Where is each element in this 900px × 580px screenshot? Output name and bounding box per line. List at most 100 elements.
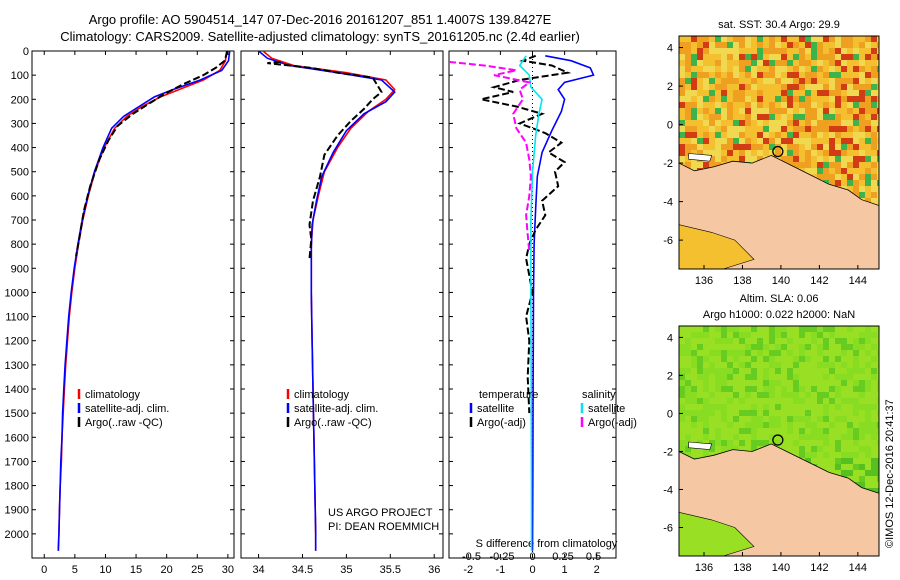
sst-map-cell: [709, 90, 715, 96]
sst-map-cell: [679, 120, 685, 126]
sla-map-cell: [793, 326, 799, 332]
sst-map-cell: [781, 102, 787, 108]
sla-map-cell: [847, 386, 853, 392]
sst-map-cell: [697, 138, 703, 144]
sst-map-cell: [715, 150, 721, 156]
sla-map-cell: [793, 398, 799, 404]
sla-map-cell: [709, 344, 715, 350]
sst-map-cell: [799, 132, 805, 138]
sla-map-cell: [781, 374, 787, 380]
sst-map-cell: [697, 150, 703, 156]
sst-map-cell: [805, 150, 811, 156]
sst-map-y-tick-label: -4: [663, 197, 673, 209]
sla-map-cell: [733, 356, 739, 362]
sla-map-cell: [775, 332, 781, 338]
sla-map-cell: [697, 380, 703, 386]
sst-map-cell: [763, 126, 769, 132]
sla-map-cell: [715, 428, 721, 434]
sla-map-cell: [709, 404, 715, 410]
sst-map-cell: [751, 126, 757, 132]
y-tick-label: 1700: [5, 456, 29, 468]
sla-map-cell: [697, 416, 703, 422]
sst-map-cell: [877, 48, 879, 54]
y-tick-label: 1200: [5, 336, 29, 348]
sla-map-cell: [775, 356, 781, 362]
sla-map-cell: [721, 440, 727, 446]
sst-map-cell: [877, 192, 879, 198]
sla-map-cell: [835, 434, 841, 440]
sla-map-cell: [733, 368, 739, 374]
sst-map-cell: [877, 102, 879, 108]
sst-map-cell: [865, 90, 871, 96]
sla-map-cell: [685, 410, 691, 416]
sla-map-cell: [853, 440, 859, 446]
sla-map-cell: [697, 410, 703, 416]
sla-map-x-tick-label: 140: [772, 562, 790, 574]
legend-title-temperature: temperature: [479, 389, 538, 401]
sst-map-cell: [859, 132, 865, 138]
sla-map-cell: [733, 374, 739, 380]
sla-map-cell: [817, 350, 823, 356]
sla-map-cell: [763, 392, 769, 398]
sst-map-cell: [793, 60, 799, 66]
sst-map-cell: [739, 48, 745, 54]
sla-map-cell: [811, 392, 817, 398]
sla-map-cell: [835, 464, 841, 470]
sla-map-cell: [721, 446, 727, 452]
sla-map-cell: [769, 344, 775, 350]
sst-map-cell: [865, 186, 871, 192]
sst-map-cell: [697, 54, 703, 60]
sla-map-cell: [781, 350, 787, 356]
sst-map-cell: [757, 66, 763, 72]
sst-map-cell: [853, 120, 859, 126]
sst-map-cell: [805, 126, 811, 132]
sla-map-cell: [709, 326, 715, 332]
sla-map-cell: [709, 368, 715, 374]
sla-map-cell: [877, 338, 879, 344]
sla-map-cell: [757, 338, 763, 344]
sla-map-cell: [853, 470, 859, 476]
sla-map-cell: [775, 362, 781, 368]
sst-map-cell: [811, 132, 817, 138]
sla-map-cell: [847, 464, 853, 470]
sst-map-cell: [727, 126, 733, 132]
sst-map-cell: [853, 132, 859, 138]
sst-map-cell: [847, 60, 853, 66]
sst-map-cell: [709, 78, 715, 84]
sst-map-cell: [853, 114, 859, 120]
sst-map-x-tick-label: 144: [849, 275, 867, 287]
sst-map-cell: [775, 36, 781, 42]
sla-map-cell: [709, 362, 715, 368]
sla-map-cell: [763, 398, 769, 404]
salinity-diff-tick-label: 0.25: [552, 551, 573, 563]
sst-map-cell: [817, 42, 823, 48]
sst-map-cell: [823, 132, 829, 138]
sla-map-y-tick-label: -6: [663, 522, 673, 534]
sst-map-y-tick-label: -2: [663, 158, 673, 170]
sla-map-cell: [679, 398, 685, 404]
sla-map-cell: [859, 404, 865, 410]
sst-map-cell: [721, 78, 727, 84]
sst-map-cell: [847, 120, 853, 126]
sst-map-cell: [835, 36, 841, 42]
sla-map-cell: [691, 338, 697, 344]
sst-map-cell: [793, 72, 799, 78]
sst-map-cell: [763, 138, 769, 144]
sst-map-cell: [769, 138, 775, 144]
legend-label: climatology: [85, 389, 141, 401]
sst-map-cell: [709, 120, 715, 126]
sla-map-cell: [859, 458, 865, 464]
sla-map-cell: [865, 344, 871, 350]
sla-map-cell: [739, 422, 745, 428]
sla-map-cell: [859, 452, 865, 458]
sst-map-cell: [847, 150, 853, 156]
sla-map-cell: [841, 392, 847, 398]
sst-map-cell: [817, 108, 823, 114]
sla-map-cell: [745, 332, 751, 338]
sst-map-cell: [727, 48, 733, 54]
sla-map-cell: [817, 392, 823, 398]
sla-map-cell: [709, 350, 715, 356]
sst-map-cell: [859, 138, 865, 144]
sst-map-cell: [841, 102, 847, 108]
sst-map-cell: [685, 108, 691, 114]
